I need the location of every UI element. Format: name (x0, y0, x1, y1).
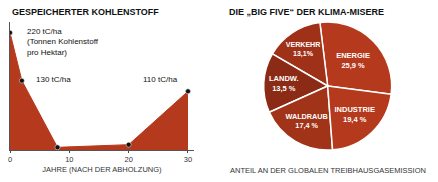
svg-text:130 tC/ha: 130 tC/ha (36, 75, 71, 84)
svg-text:VERKEHR13,1%: VERKEHR13,1% (286, 41, 321, 58)
svg-text:20: 20 (124, 155, 132, 164)
svg-text:0: 0 (8, 155, 12, 164)
svg-text:110 tC/ha: 110 tC/ha (143, 75, 178, 84)
svg-text:GESPEICHERTER KOHLENSTOFF: GESPEICHERTER KOHLENSTOFF (12, 7, 159, 17)
svg-text:10: 10 (65, 155, 73, 164)
svg-text:DIE „BIG FIVE“ DER KLIMA-MISER: DIE „BIG FIVE“ DER KLIMA-MISERE (229, 7, 384, 17)
svg-text:INDUSTRIE19,4 %: INDUSTRIE19,4 % (334, 105, 374, 124)
svg-text:WALDRAUB17,4 %: WALDRAUB17,4 % (285, 112, 327, 130)
svg-text:220 tC/ha(Tonnen Kohlenstoffpr: 220 tC/ha(Tonnen Kohlenstoffpro Hektar) (27, 27, 99, 57)
svg-text:ANTEIL AN DER GLOBALEN TREIBHA: ANTEIL AN DER GLOBALEN TREIBHAUSGASEMISS… (230, 166, 426, 175)
svg-text:LANDW.13,5 %: LANDW.13,5 % (269, 74, 299, 93)
svg-text:30: 30 (184, 155, 192, 164)
svg-text:ENERGIE25,9 %: ENERGIE25,9 % (336, 51, 370, 70)
svg-text:JAHRE (NACH DER ABHOLZUNG): JAHRE (NACH DER ABHOLZUNG) (42, 165, 162, 174)
